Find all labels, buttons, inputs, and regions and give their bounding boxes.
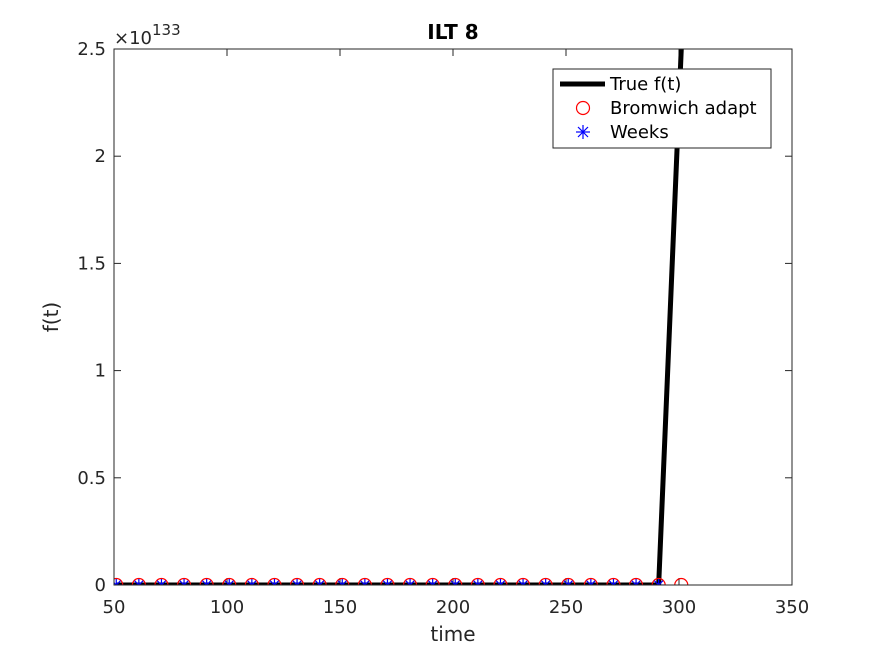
- bromwich-point: [199, 577, 214, 585]
- x-tick-label: 150: [323, 597, 357, 618]
- bromwich-point: [674, 577, 689, 585]
- x-tick-label: 100: [210, 597, 244, 618]
- legend-label-true: True f(t): [609, 74, 681, 95]
- bromwich-point: [651, 577, 666, 585]
- y-axis-label: f(t): [39, 302, 63, 333]
- legend: True f(t) Bromwich adapt Weeks: [552, 68, 772, 149]
- y-tick-label: 0: [95, 575, 106, 596]
- weeks-point: [449, 579, 462, 585]
- bromwich-point: [357, 577, 372, 585]
- bromwich-point: [515, 577, 531, 585]
- y-tick-label: 2: [95, 146, 106, 167]
- weeks-point: [336, 579, 349, 585]
- y-tick-label: 1.5: [77, 253, 106, 274]
- weeks-point: [539, 579, 552, 585]
- weeks-point: [517, 579, 530, 585]
- weeks-point: [245, 579, 258, 585]
- x-tick-label: 50: [103, 597, 126, 618]
- bromwich-point: [154, 577, 169, 585]
- bromwich-point: [244, 577, 259, 585]
- bromwich-point: [628, 577, 644, 585]
- weeks-point: [114, 579, 123, 585]
- legend-swatch-bromwich: [575, 100, 591, 116]
- plot-frame: [113, 48, 793, 586]
- weeks-point: [562, 579, 575, 585]
- weeks-point: [358, 579, 371, 585]
- chart-title: ILT 8: [427, 20, 478, 44]
- weeks-point: [607, 579, 620, 585]
- bromwich-point: [402, 577, 418, 585]
- weeks-point: [494, 579, 507, 585]
- bromwich-point: [289, 577, 305, 585]
- legend-swatch-weeks: [576, 125, 590, 139]
- y-exponent-base: ×10: [114, 28, 152, 49]
- bromwich-point: [176, 577, 192, 585]
- bromwich-point: [493, 577, 508, 585]
- weeks-point: [132, 579, 145, 585]
- legend-label-bromwich: Bromwich adapt: [610, 98, 757, 119]
- weeks-point: [223, 579, 236, 585]
- bromwich-point: [267, 577, 282, 585]
- y-tick-label: 1: [95, 361, 106, 382]
- weeks-point: [178, 579, 191, 585]
- weeks-point: [155, 579, 168, 585]
- weeks-point: [471, 579, 484, 585]
- x-tick-label: 350: [775, 597, 809, 618]
- weeks-point: [291, 579, 304, 585]
- bromwich-point: [222, 577, 237, 585]
- x-tick-label: 200: [436, 597, 470, 618]
- weeks-point: [426, 579, 439, 585]
- x-tick-label: 250: [549, 597, 583, 618]
- bromwich-point: [380, 577, 395, 585]
- bromwich-point: [606, 577, 621, 585]
- legend-label-weeks: Weeks: [610, 122, 669, 143]
- weeks-point: [381, 579, 394, 585]
- weeks-point: [404, 579, 417, 585]
- bromwich-point: [312, 577, 327, 585]
- axis-ticks: 50 100 150 200 250 300 350 0 0.5 1 1.5 2 2.5: [77, 39, 809, 618]
- y-exponent-power: 133: [152, 21, 181, 39]
- bromwich-point: [425, 577, 440, 585]
- series-layer: [114, 49, 689, 585]
- x-tick-label: 300: [662, 597, 696, 618]
- y-exponent-label: ×10133: [114, 21, 181, 49]
- weeks-point: [200, 579, 213, 585]
- weeks-point: [652, 579, 665, 585]
- y-tick-label: 0.5: [77, 468, 106, 489]
- bromwich-point: [470, 577, 485, 585]
- bromwich-point: [335, 577, 350, 585]
- x-axis-label: time: [430, 622, 475, 646]
- bromwich-point: [448, 577, 463, 585]
- bromwich-point: [114, 577, 124, 585]
- bromwich-point: [538, 577, 553, 585]
- bromwich-point: [583, 577, 598, 585]
- bromwich-point: [561, 577, 576, 585]
- weeks-point: [584, 579, 597, 585]
- weeks-point: [268, 579, 281, 585]
- weeks-point: [313, 579, 326, 585]
- weeks-point: [630, 579, 643, 585]
- y-tick-label: 2.5: [77, 39, 106, 60]
- bromwich-point: [131, 577, 146, 585]
